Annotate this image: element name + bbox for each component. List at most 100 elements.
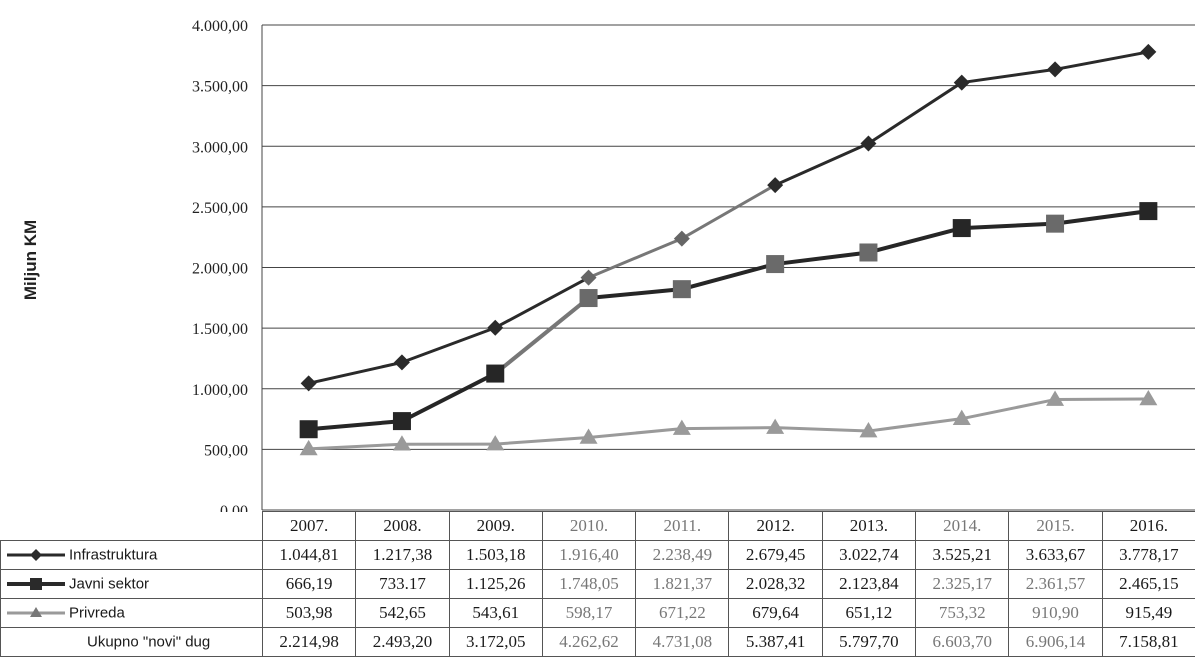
series-line-privreda [307,442,404,451]
table-cell: 5.797,70 [821,627,917,657]
series-line-javni-sektor [493,296,591,376]
point-privreda-0 [299,439,318,456]
series-line-infrastruktura [400,326,497,364]
gridlines [261,24,1195,511]
category-label: 2014. [915,511,1010,541]
category-label: 2009. [448,511,543,541]
table-cell: 4.262,62 [541,627,637,657]
table-cell: 679,64 [728,598,823,628]
series-line-javni-sektor [866,226,964,255]
point-privreda-1 [392,435,411,451]
series-line-infrastruktura [587,237,684,280]
series-line-privreda [1053,397,1150,402]
line-chart: 0,00 500,00 1.000,00 1.500,00 2.000,00 2.500,… [21,18,1195,512]
table-cell: 6.603,70 [915,627,1010,657]
table-cell: 2.361,57 [1008,569,1103,599]
table-cell: 3.172,05 [448,627,543,657]
table-cell: 915,49 [1101,598,1195,628]
table-cell: 1.503,18 [448,540,543,570]
series-line-javni-sektor [586,287,684,301]
series-line-infrastruktura [680,183,777,241]
y-axis-label: Miljun KM [21,220,40,300]
legend-key-diamond [7,549,65,562]
point-infrastruktura-3 [580,269,597,286]
series-line-infrastruktura [493,276,591,330]
series-line-privreda [587,427,684,439]
point-javni-sektor-2 [486,364,505,383]
series-line-infrastruktura [1053,50,1150,71]
point-javni-sektor-0 [299,420,318,439]
point-infrastruktura-9 [1140,43,1157,60]
point-infrastruktura-8 [1047,61,1064,78]
table-row: Javni sektor 666,19 733.17 1.125,26 1.748,05… [0,569,1195,599]
point-privreda-5 [766,418,785,434]
point-privreda-7 [952,409,971,425]
table-row: Infrastruktura 1.044,81 1.217,38 1.503,18 1.… [0,540,1195,570]
series-line-privreda [773,426,870,433]
table-cell: 2.238,49 [635,540,730,570]
point-infrastruktura-0 [300,375,317,392]
table-cell: 2.465,15 [1101,569,1195,599]
point-javni-sektor-6 [859,243,878,262]
table-cell: 2.123,84 [821,569,917,599]
point-privreda-8 [1046,390,1065,406]
point-infrastruktura-1 [393,354,410,371]
series-line-javni-sektor [679,262,778,292]
point-javni-sektor-3 [579,289,598,308]
y-tick-label: 1.500,00 [192,321,248,338]
point-javni-sektor-4 [672,280,691,299]
table-cell: 2.493,20 [355,627,450,657]
table-header-row: 2007. 2008. 2009. 2010. 2011. 2012. 2013. 2014.… [1,511,1195,541]
table-cell: 1.217,38 [355,540,450,570]
legend-key-triangle [7,607,65,618]
series-line-privreda [866,417,964,433]
point-infrastruktura-6 [860,135,877,152]
table-cell: 503,98 [261,598,357,628]
series-line-javni-sektor [1053,209,1151,226]
table-cell: 598,17 [541,598,637,628]
point-privreda-3 [579,428,598,444]
point-privreda-9 [1139,389,1158,406]
y-tick-label: 4.000,00 [192,18,248,35]
point-infrastruktura-2 [487,319,504,336]
category-label: 2016. [1101,511,1195,541]
series-name: Javni sektor [69,575,150,593]
point-javni-sektor-7 [952,219,971,238]
table-cell: 1.916,40 [541,540,637,570]
table-cell: 3.778,17 [1101,540,1195,570]
y-tick-label: 2.000,00 [192,261,248,278]
series-line-privreda [493,435,591,446]
series-name: Infrastruktura [69,546,158,564]
point-javni-sektor-5 [766,255,785,274]
series-line-infrastruktura [866,81,964,145]
table-cell: 666,19 [261,569,357,599]
category-label: 2007. [261,511,357,541]
series-line-infrastruktura [773,141,870,187]
category-label: 2013. [821,511,917,541]
table-cell: 651,12 [821,598,917,628]
row-header: Javni sektor [0,569,263,599]
table-row: Privreda 503,98 542,65 543,61 598,17 671,22 67… [0,598,1195,628]
table-cell: 542,65 [355,598,450,628]
table-cell: 2.679,45 [728,540,823,570]
series-name: Privreda [69,604,125,622]
point-infrastruktura-5 [767,177,784,194]
y-tick-label: 3.000,00 [192,139,248,156]
series-line-javni-sektor [959,221,1058,231]
series-markers [299,43,1158,456]
y-tick-label: 2.500,00 [192,200,248,217]
point-javni-sektor-9 [1139,202,1158,221]
point-javni-sektor-8 [1046,214,1065,233]
y-tick-label: 1.000,00 [192,382,248,399]
table-cell: 3.525,21 [915,540,1010,570]
series-line-infrastruktura [960,67,1057,85]
row-header: Infrastruktura [0,540,263,570]
table-cell: 3.022,74 [821,540,917,570]
series-line-infrastruktura [307,360,404,385]
y-axis-tick-labels: 0,00 500,00 1.000,00 1.500,00 2.000,00 2.500,… [192,18,248,512]
y-tick-label: 0,00 [220,503,248,512]
series-line-privreda [680,426,777,431]
point-privreda-6 [859,422,878,438]
table-cell: 2.214,98 [261,627,357,657]
table-cell: 1.821,37 [635,569,730,599]
